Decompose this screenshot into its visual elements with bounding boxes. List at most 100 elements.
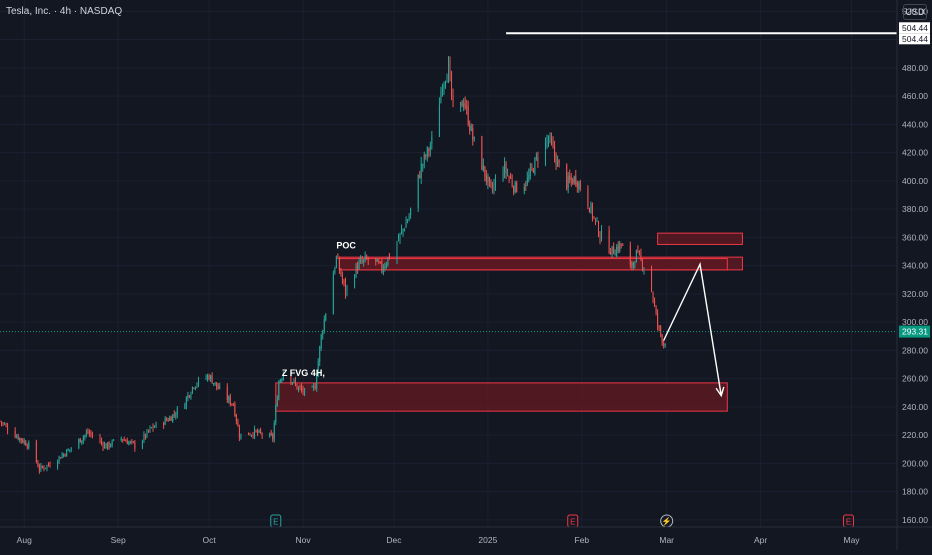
candle-body [228,396,230,401]
candle-body [323,319,325,332]
candle-body [58,456,60,462]
candle-body [26,445,28,448]
candle-body [488,176,490,182]
horizontal-line-tag-label: 504.44 [902,34,928,44]
projection-arrow-path [663,261,722,396]
candle-body [152,426,154,429]
candle-body [143,434,145,441]
candle-body [176,408,178,415]
current-price-tag [899,325,930,338]
currency-button[interactable]: USD [903,4,927,20]
price-tick-label: 160.00 [902,515,928,525]
candle-body [85,432,87,435]
candle-body [423,154,425,163]
candle-body [291,382,293,384]
candle-body [382,268,384,273]
candle-body [238,427,240,438]
current-price-label: 293.31 [902,327,928,337]
candle-body [188,395,190,397]
candle-body [19,437,21,440]
candle-body [420,163,422,178]
candle-body [651,267,653,292]
candle-body [640,253,642,260]
earnings-marker-label: E [273,518,278,527]
candle-body [401,230,403,233]
zone-rect [657,232,743,245]
candle-body [335,256,337,268]
candle-body [446,79,448,83]
candle-body [258,430,260,433]
candle-body [260,430,262,433]
candle-body [40,465,42,470]
candle-body [261,433,263,436]
candle-body [660,326,662,335]
candle-body [254,428,256,437]
candle-body [314,386,316,390]
candle-body [619,242,621,252]
horizontal-line-tag [899,33,930,45]
candle-body [381,261,383,271]
candle-body [23,441,25,443]
candle-body [91,435,93,437]
candle-body [472,128,474,140]
candle-body [122,439,124,441]
candle-body [567,176,569,189]
candle-body [376,259,378,262]
candle-body [57,461,59,468]
candle-body [516,182,518,193]
candle-body [638,252,640,254]
candle-body [482,164,484,171]
candle-body [184,405,186,409]
price-tick-label: 200.00 [902,458,928,468]
candle-body [535,155,537,158]
annotation-label: Z FVG 4H, [282,368,325,378]
candle-body [317,361,319,377]
candle-body [340,268,342,276]
candle-body [461,100,463,108]
candle-body [655,306,657,314]
projection-arrowhead [715,386,725,398]
candle-body [255,430,257,432]
candle-body [20,438,22,441]
candle-body [296,383,298,390]
candle-body [28,442,30,448]
time-tick-label: Aug [17,535,32,545]
candle-body [396,242,398,258]
price-tick-label: 460.00 [902,91,928,101]
candle-body [164,418,166,425]
candle-body [185,397,187,406]
candle-body [344,280,346,294]
candle-body [281,378,283,381]
candle-body [440,91,442,103]
candle-body [441,89,443,92]
candle-body [643,268,645,270]
candle-body [387,257,389,266]
candle-body [355,264,357,278]
candle-body [608,230,610,253]
symbol-title: Tesla, Inc. · 4h · NASDAQ [6,6,123,17]
candle-body [466,106,468,108]
candle-body [596,220,598,222]
candle-body [551,138,553,143]
candle-body [407,220,409,223]
time-tick-label: 2025 [478,535,497,545]
candle-body [469,124,471,131]
candle-body [631,263,633,267]
candle-body [514,181,516,193]
candle-body [66,449,68,457]
earnings-marker-label: E [846,518,851,527]
candle-body [467,106,469,125]
candle-body [493,184,495,190]
candle-body [484,166,486,177]
candle-body [508,176,510,178]
candle-body [111,440,113,447]
candle-body [632,262,634,268]
candle-body [588,207,590,213]
candle-body [419,175,421,178]
candle-body [278,381,280,400]
candle-body [438,104,440,137]
candle-body [90,432,92,435]
